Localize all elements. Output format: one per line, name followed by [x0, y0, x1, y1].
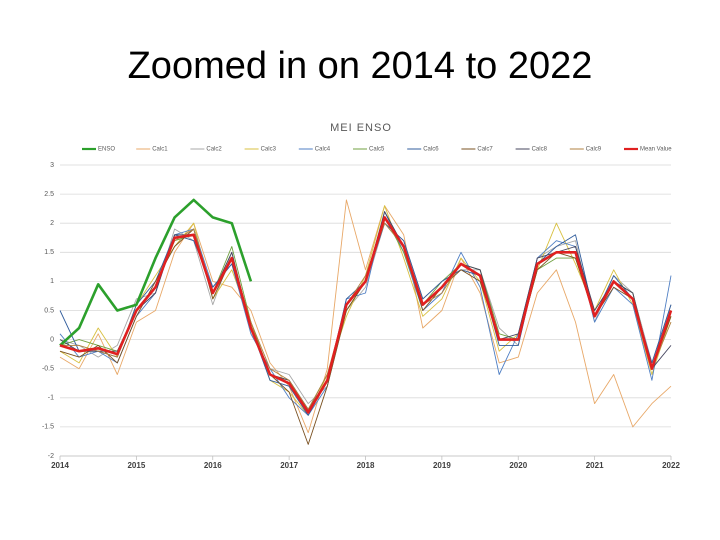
y-tick-label: 0: [50, 336, 54, 343]
legend-label: Calc2: [206, 147, 222, 153]
y-tick-label: -0.5: [42, 366, 54, 373]
series-line: [59, 211, 672, 416]
legend-label: Mean Value: [640, 147, 672, 153]
legend-label: Calc9: [586, 147, 602, 153]
x-tick-label: 2016: [204, 461, 222, 470]
x-tick-label: 2021: [586, 461, 604, 470]
x-tick-label: 2017: [280, 461, 298, 470]
y-tick-label: -2: [48, 453, 54, 460]
y-tick-label: 2: [50, 220, 54, 227]
legend-label: Calc4: [315, 147, 331, 153]
y-tick-label: 3: [50, 162, 54, 169]
series-line: [59, 216, 672, 410]
y-tick-label: -1.5: [42, 424, 54, 431]
y-tick-label: 2.5: [44, 191, 54, 198]
legend-label: Calc6: [423, 147, 439, 153]
legend-label: Calc3: [261, 147, 277, 153]
y-tick-label: 1.5: [44, 249, 54, 256]
x-tick-label: 2020: [509, 461, 527, 470]
legend-label: Calc5: [369, 147, 385, 153]
x-tick-label: 2018: [357, 461, 375, 470]
x-tick-label: 2022: [662, 461, 680, 470]
x-tick-label: 2019: [433, 461, 451, 470]
legend-label: ENSO: [98, 147, 115, 153]
series-line: [59, 216, 673, 414]
series-line: [59, 198, 253, 347]
legend-label: Calc7: [477, 147, 493, 153]
x-tick-label: 2015: [127, 461, 145, 470]
y-tick-label: 1: [50, 278, 54, 285]
legend-label: Calc8: [532, 147, 548, 153]
chart-title: MEI ENSO: [330, 122, 392, 134]
y-tick-label: 0.5: [44, 307, 54, 314]
series-line: [59, 199, 672, 434]
y-tick-label: -1: [48, 395, 54, 402]
x-tick-label: 2014: [51, 461, 69, 470]
slide-title: Zoomed in on 2014 to 2022: [128, 45, 593, 87]
legend-label: Calc1: [152, 147, 168, 153]
